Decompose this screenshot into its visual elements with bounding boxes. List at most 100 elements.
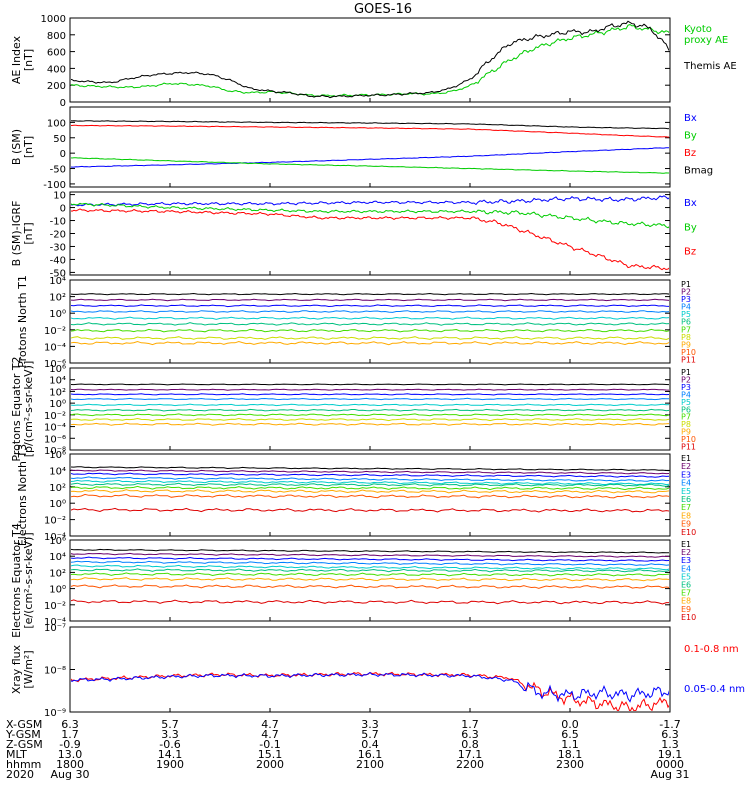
- series-line: [71, 564, 669, 571]
- series-line: [71, 408, 669, 412]
- y-tick-label: 10⁻⁶: [44, 434, 66, 445]
- footer-value: 0000: [656, 758, 684, 771]
- series-line: [71, 507, 669, 513]
- y-axis-label: AE Index: [10, 35, 23, 84]
- y-axis-label: Protons Equator T2: [10, 356, 23, 461]
- legend-label: E8: [681, 511, 691, 520]
- y-tick-label: 10⁻⁶: [44, 359, 66, 370]
- series-line: [71, 383, 669, 386]
- footer-value: 2200: [456, 758, 484, 771]
- legend-label: P1: [681, 280, 691, 289]
- legend-label: E10: [681, 528, 696, 537]
- y-tick-label: 10²: [49, 293, 66, 304]
- legend-label: E10: [681, 613, 696, 622]
- footer-value: 6.5: [561, 728, 579, 741]
- legend-label: E8: [681, 597, 691, 606]
- legend-label: P1: [681, 368, 691, 377]
- footer-value: 1.7: [61, 728, 79, 741]
- series-line: [71, 556, 669, 562]
- footer-value: 4.7: [261, 718, 279, 731]
- y-tick-label: 1000: [41, 14, 66, 25]
- legend-label: P3: [681, 295, 691, 304]
- panel-1: 0 200 400 600 800 1000 AE Index [nT] Kyotoproxy …: [10, 14, 737, 109]
- panel-frame: [69, 106, 671, 188]
- legend-label: P6: [681, 405, 691, 414]
- y-tick-label: 10: [53, 191, 66, 202]
- plot-area: [71, 195, 669, 271]
- series-line: [71, 120, 669, 130]
- legend-label: Bz: [684, 148, 696, 159]
- legend-label: E2: [681, 548, 691, 557]
- footer-value: 4.7: [261, 728, 279, 741]
- legend-label: Bz: [684, 247, 696, 258]
- legend-label: E4: [681, 479, 691, 488]
- legend-label: E9: [681, 520, 691, 529]
- y-axis-label: B (SM)-IGRF: [10, 201, 23, 267]
- panel-8: 10⁻⁹ 10⁻⁸ 10⁻⁷ Xray flux [W/m²] 0.1-0.8 nm 0.0…: [10, 623, 745, 719]
- series-line: [71, 292, 669, 296]
- footer-value: 1900: [156, 758, 184, 771]
- legend-label: P2: [681, 375, 691, 384]
- series-line: [71, 397, 669, 401]
- legend-label: E5: [681, 572, 691, 581]
- footer-date: Aug 30: [51, 768, 90, 781]
- legend-label: E6: [681, 581, 691, 590]
- legend-label: Themis AE: [683, 61, 737, 72]
- footer-value: 19.1: [658, 748, 683, 761]
- y-tick-label: 10⁶: [49, 364, 66, 375]
- legend-label: 0.1-0.8 nm: [684, 644, 739, 655]
- series-line: [71, 671, 669, 703]
- legend-label: Kyoto: [684, 24, 712, 35]
- series-line: [71, 584, 669, 589]
- legend-label: proxy AE: [684, 35, 728, 46]
- legend-label: P6: [681, 318, 691, 327]
- footer-value: 15.1: [258, 748, 283, 761]
- legend-label: P5: [681, 310, 691, 319]
- series-line: [71, 208, 669, 271]
- y-axis-label: [nT]: [22, 136, 35, 158]
- series-line: [71, 479, 669, 486]
- plot-area: [71, 292, 669, 346]
- series-line: [71, 336, 669, 341]
- y-axis-label: Protons North T1: [16, 275, 29, 368]
- y-tick-label: 800: [47, 31, 66, 42]
- footer-value: 0.0: [561, 718, 579, 731]
- y-tick-label: 10²: [49, 387, 66, 398]
- y-tick-label: 10⁶: [49, 536, 66, 547]
- y-tick-label: 10⁻⁸: [44, 446, 66, 457]
- footer-value: -0.9: [59, 738, 80, 751]
- footer-value: 13.0: [58, 748, 83, 761]
- legend-label: P8: [681, 333, 691, 342]
- series-line: [71, 485, 669, 491]
- y-tick-label: 100: [47, 118, 66, 129]
- footer-row-label: Z-GSM: [6, 738, 43, 751]
- legend-label: E3: [681, 470, 691, 479]
- legend-label: P2: [681, 288, 691, 297]
- legend-label: E7: [681, 589, 691, 598]
- footer-year: 2020: [6, 768, 34, 781]
- series-line: [71, 310, 669, 314]
- y-axis-label: Electrons Equator T4: [10, 523, 23, 638]
- y-tick-label: 10⁴: [49, 466, 66, 477]
- legend-label: E7: [681, 503, 691, 512]
- footer-value: -0.1: [259, 738, 280, 751]
- series-line: [71, 340, 669, 346]
- footer-value: 5.7: [161, 718, 179, 731]
- y-tick-label: 10⁻²: [44, 601, 66, 612]
- series-line: [71, 472, 669, 478]
- y-tick-label: 0: [60, 204, 66, 215]
- footer-value: 1.1: [561, 738, 579, 751]
- series-line: [71, 328, 669, 333]
- panel-frame: [69, 367, 671, 451]
- series-line: [71, 568, 669, 573]
- y-tick-label: 10⁻⁴: [44, 342, 66, 353]
- series-line: [71, 202, 669, 229]
- series-line: [71, 20, 669, 99]
- panel-6: 10⁻⁴ 10⁻² 10⁰ 10² 10⁴ 10⁶ Electrons North T3 E1…: [16, 444, 696, 546]
- footer-value: -1.7: [659, 718, 680, 731]
- legend-label: By: [684, 131, 697, 142]
- series-line: [71, 413, 669, 417]
- y-tick-label: 10⁰: [49, 499, 66, 510]
- series-line: [71, 548, 669, 554]
